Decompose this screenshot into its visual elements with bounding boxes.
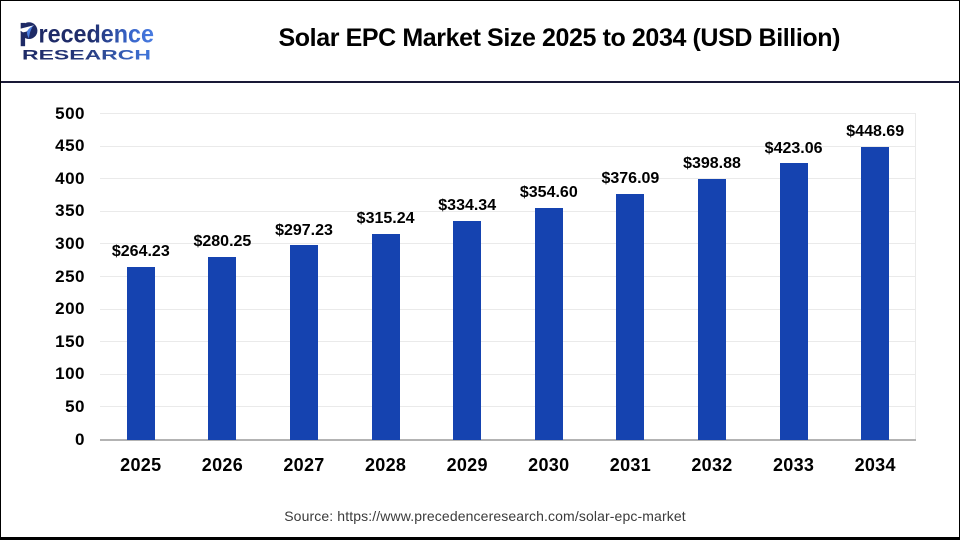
svg-text:RESEARCH: RESEARCH [22,46,151,62]
svg-text:recedence: recedence [39,21,155,49]
